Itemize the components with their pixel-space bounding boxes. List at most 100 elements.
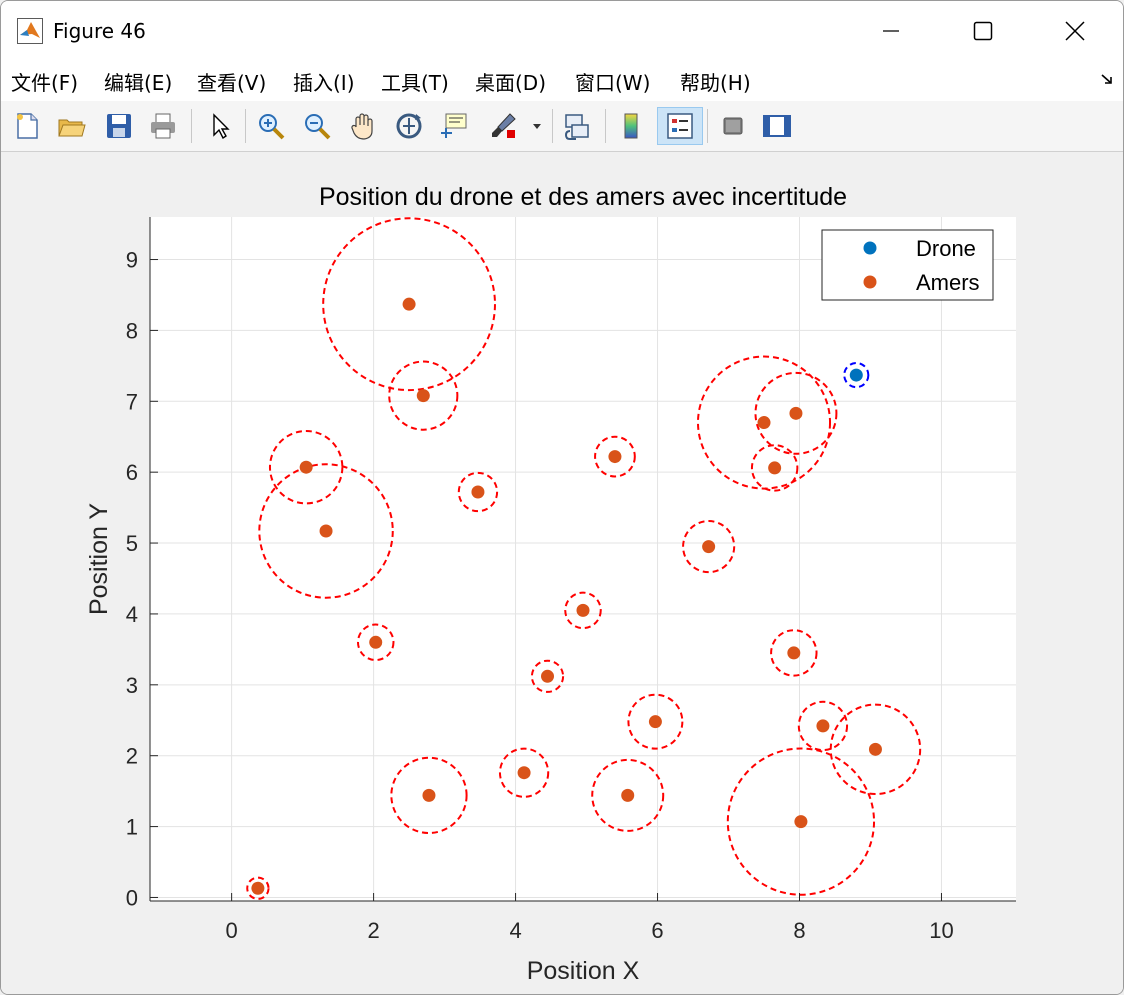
y-tick-label: 9	[126, 248, 138, 273]
menu-insert[interactable]: 插入(I)	[293, 71, 355, 95]
amer-point	[422, 788, 436, 802]
amer-point	[299, 460, 313, 474]
pointer-icon	[213, 113, 230, 140]
amer-point	[517, 766, 531, 780]
hide-plot-tools-button[interactable]	[715, 107, 751, 145]
y-tick-label: 0	[126, 885, 138, 910]
menu-view[interactable]: 查看(V)	[197, 71, 267, 95]
zoom-in-icon	[259, 114, 285, 140]
amer-uncertainty-circle	[770, 629, 818, 677]
figure-toolbar	[1, 101, 1123, 152]
amer-uncertainty-circle	[530, 659, 565, 693]
legend-entry-amers: Amers	[916, 270, 980, 295]
toolbar-separator	[245, 109, 246, 143]
amer-uncertainty-circle	[356, 623, 395, 662]
colorbar-icon	[624, 113, 638, 139]
amer-uncertainty-circle	[498, 747, 550, 798]
menu-edit[interactable]: 编辑(E)	[104, 71, 173, 95]
print-button[interactable]	[145, 107, 181, 145]
amer-point	[816, 719, 830, 733]
print-icon	[151, 113, 175, 139]
pan-button[interactable]	[345, 107, 381, 145]
amer-point	[794, 815, 808, 829]
matlab-logo-icon	[17, 18, 43, 44]
title-bar: Figure 46	[1, 1, 1123, 61]
open-file-button[interactable]	[53, 107, 89, 145]
maximize-button[interactable]	[937, 1, 1029, 61]
y-tick-label: 2	[126, 744, 138, 769]
pan-hand-icon	[351, 113, 373, 140]
data-cursor-button[interactable]	[437, 107, 473, 145]
menu-window[interactable]: 窗口(W)	[575, 71, 651, 95]
amer-point	[576, 603, 590, 617]
x-tick-label: 4	[509, 918, 521, 943]
menu-tools[interactable]: 工具(T)	[381, 71, 449, 95]
y-tick-label: 4	[126, 602, 138, 627]
amer-point	[621, 788, 635, 802]
rotate-3d-button[interactable]	[391, 107, 427, 145]
minimize-icon	[883, 30, 899, 32]
menu-bar: 文件(F) 编辑(E) 查看(V) 插入(I) 工具(T) 桌面(D) 窗口(W…	[1, 61, 1123, 101]
y-tick-label: 5	[126, 531, 138, 556]
legend-drone-marker	[863, 241, 877, 255]
amer-uncertainty-circle	[696, 355, 832, 490]
x-tick-label: 8	[793, 918, 805, 943]
link-plot-icon	[564, 114, 589, 140]
brush-button[interactable]	[485, 107, 521, 145]
show-plot-tools-icon	[763, 115, 791, 137]
menu-file[interactable]: 文件(F)	[11, 71, 79, 95]
amer-uncertainty-circle	[457, 471, 499, 513]
amer-point	[789, 406, 803, 420]
amer-point	[768, 461, 782, 475]
save-icon	[107, 114, 131, 138]
amer-point	[648, 715, 662, 729]
menu-desktop[interactable]: 桌面(D)	[475, 71, 547, 95]
hide-plot-tools-icon	[723, 117, 743, 135]
amer-point	[541, 669, 555, 683]
window-title: Figure 46	[53, 19, 146, 43]
pointer-button[interactable]	[201, 107, 237, 145]
amer-uncertainty-circle	[591, 758, 665, 832]
amer-uncertainty-circle	[627, 693, 684, 750]
amer-point	[251, 881, 265, 895]
amer-point	[471, 485, 485, 499]
open-file-icon	[58, 119, 86, 137]
amer-uncertainty-circle	[246, 876, 270, 900]
legend-icon	[667, 113, 693, 139]
y-tick-label: 6	[126, 460, 138, 485]
y-tick-label: 3	[126, 673, 138, 698]
axes-background	[150, 217, 1016, 901]
toolbar-separator	[552, 109, 553, 143]
amer-point	[787, 646, 801, 660]
legend-button[interactable]	[657, 107, 703, 145]
colorbar-button[interactable]	[613, 107, 649, 145]
legend-box[interactable]	[821, 229, 994, 301]
amer-point	[868, 742, 882, 756]
x-tick-label: 10	[929, 918, 953, 943]
amer-point	[402, 297, 416, 311]
zoom-in-button[interactable]	[253, 107, 289, 145]
show-plot-tools-button[interactable]	[759, 107, 795, 145]
minimize-button[interactable]	[845, 1, 937, 61]
plot-svg[interactable]: 0 2 4 6 8 10 0 1 2 3 4 5 6 7 8 9 Position du drone et de…	[1, 152, 1123, 994]
new-figure-button[interactable]	[9, 107, 45, 145]
link-plot-button[interactable]	[559, 107, 595, 145]
y-tick-label: 7	[126, 389, 138, 414]
toolbar-separator	[707, 109, 708, 143]
amer-uncertainty-circle	[750, 444, 799, 492]
amer-point	[608, 450, 622, 464]
amer-uncertainty-circle	[390, 756, 468, 835]
menu-help[interactable]: 帮助(H)	[680, 71, 751, 95]
x-tick-label: 0	[226, 918, 238, 943]
close-button[interactable]	[1029, 1, 1121, 61]
amer-uncertainty-circle	[594, 435, 636, 478]
save-button[interactable]	[101, 107, 137, 145]
chart-title: Position du drone et des amers avec ince…	[319, 183, 847, 211]
dock-arrow-icon[interactable]	[1099, 71, 1115, 87]
legend-entry-drone: Drone	[916, 236, 976, 261]
zoom-out-button[interactable]	[299, 107, 335, 145]
amer-uncertainty-circle	[726, 747, 876, 896]
close-icon	[1065, 21, 1085, 41]
brush-dropdown[interactable]	[527, 107, 547, 145]
